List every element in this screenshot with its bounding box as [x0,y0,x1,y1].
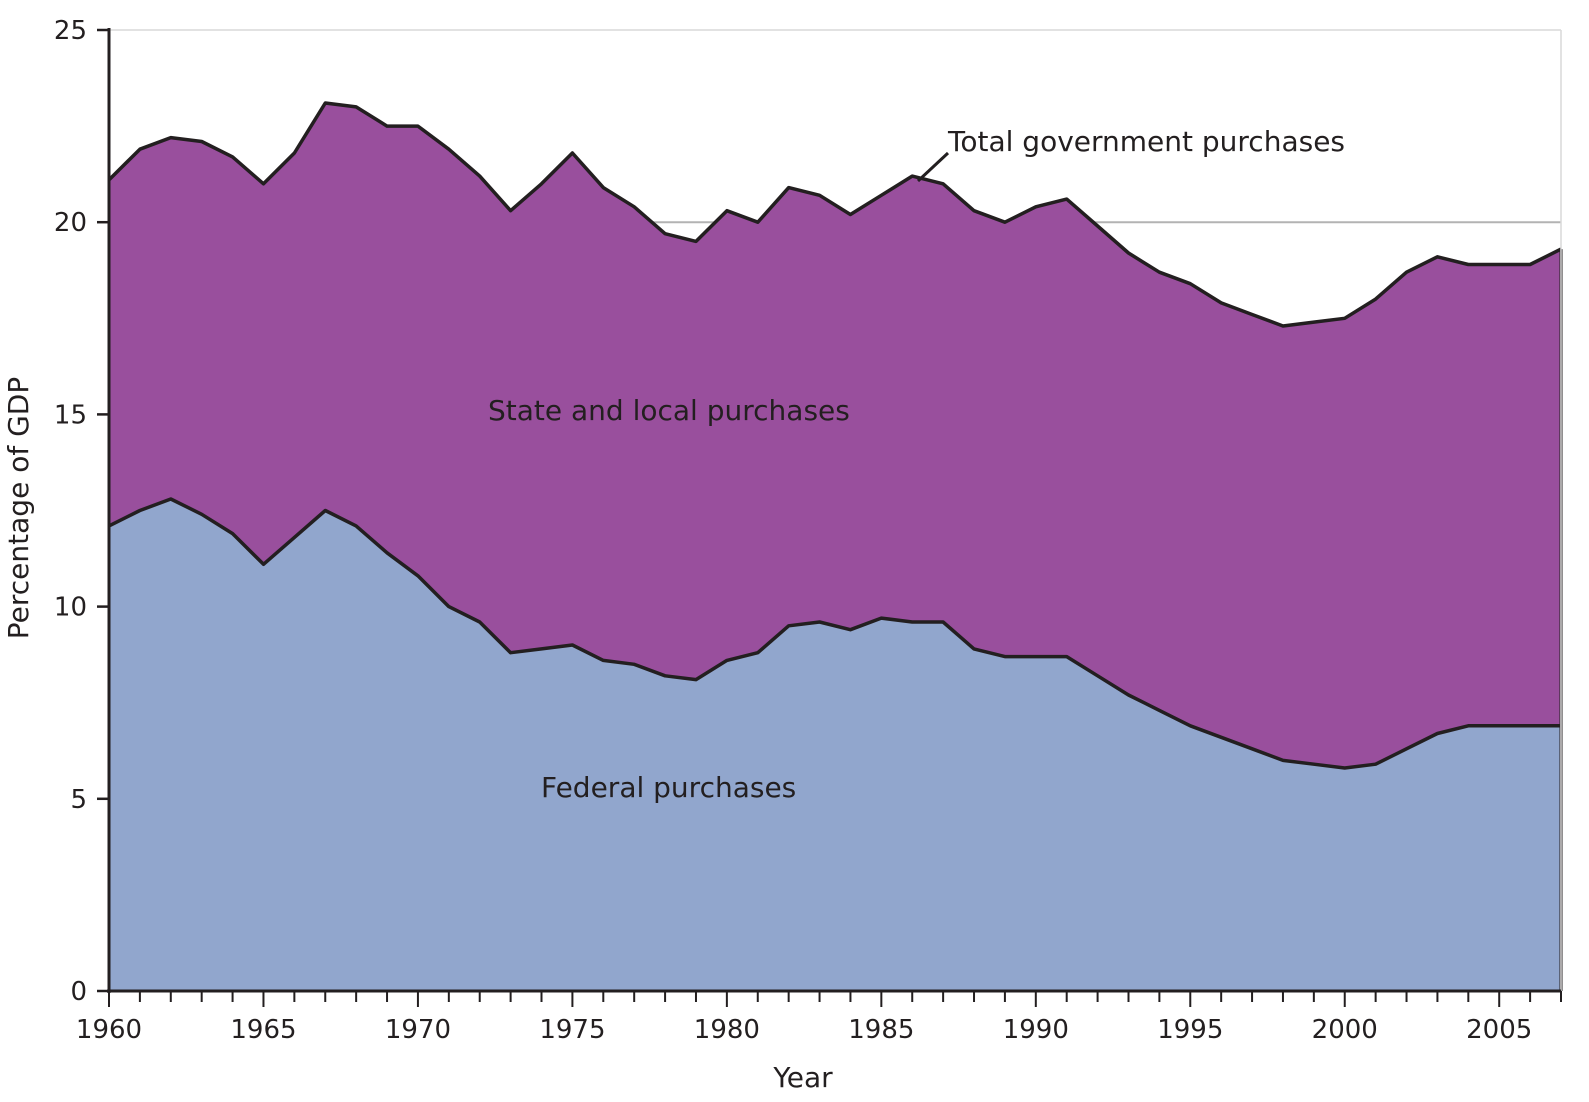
x-axis-title: Year [772,1061,833,1094]
x-tick-label-1960: 1960 [76,1015,142,1045]
y-tick-label-20: 20 [54,208,87,238]
federal-series-label: Federal purchases [541,771,796,804]
x-tick-label-1965: 1965 [230,1015,296,1045]
y-axis-title: Percentage of GDP [2,377,35,639]
x-tick-label-1975: 1975 [539,1015,605,1045]
axes-layer: 0 5 10 15 20 25 1960 1965 1970 1975 1980 1985 1990 19… [54,16,1562,1045]
state-local-series-label: State and local purchases [488,394,850,427]
areas-layer [107,101,1563,991]
y-tick-label-0: 0 [70,977,87,1007]
x-tick-label-1980: 1980 [694,1015,760,1045]
x-tick-label-2005: 2005 [1466,1015,1532,1045]
y-tick-label-10: 10 [54,593,87,623]
y-tick-label-25: 25 [54,16,87,46]
x-tick-label-1985: 1985 [848,1015,914,1045]
y-tick-label-5: 5 [70,785,87,815]
x-tick-label-1970: 1970 [385,1015,451,1045]
area-federal [109,499,1561,991]
area-state-local [109,103,1561,768]
line-total [107,101,1562,328]
x-tick-label-2000: 2000 [1312,1015,1378,1045]
labels-layer: Total government purchases State and loc… [2,125,1345,1094]
y-tick-label-15: 15 [54,400,87,430]
total-series-leader-line [916,151,950,183]
x-tick-label-1990: 1990 [1003,1015,1069,1045]
line-federal [108,497,1561,770]
total-series-label: Total government purchases [947,125,1345,158]
x-tick-label-1995: 1995 [1157,1015,1223,1045]
